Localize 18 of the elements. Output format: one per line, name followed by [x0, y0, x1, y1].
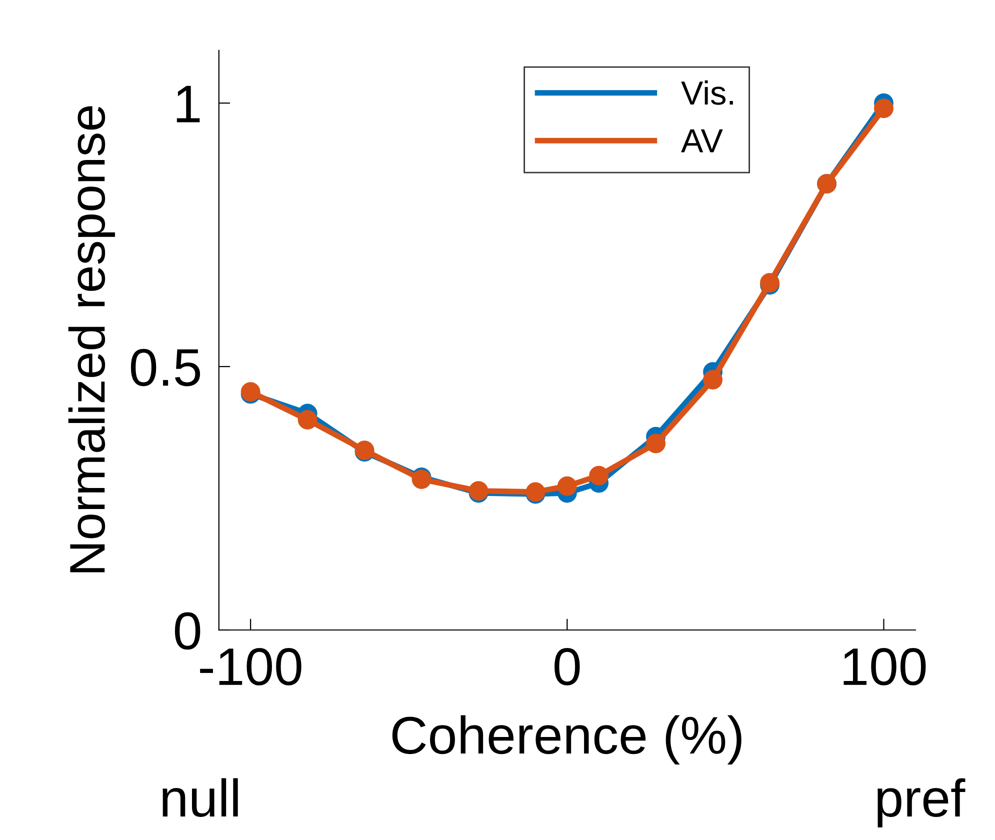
x-axis-title: Coherence (%)	[392, 715, 742, 764]
point	[298, 410, 318, 430]
point	[557, 476, 577, 496]
point	[646, 434, 666, 454]
y-tick-label: 1	[176, 86, 200, 122]
legend-label: Vis.	[681, 80, 733, 105]
y-axis-title: Normalized response	[68, 106, 115, 572]
point	[874, 98, 894, 118]
text: null	[162, 778, 238, 817]
y-tick-label: 0.5	[130, 348, 200, 386]
x-tick-label: -100	[200, 648, 302, 686]
legend-label: AV	[681, 129, 723, 152]
text: pref	[878, 778, 966, 828]
x-tick-label: 0	[554, 648, 580, 686]
point	[703, 370, 723, 390]
point	[589, 466, 609, 486]
y-tick-label: 0	[174, 612, 200, 650]
x-tick-label: 100	[844, 648, 926, 686]
